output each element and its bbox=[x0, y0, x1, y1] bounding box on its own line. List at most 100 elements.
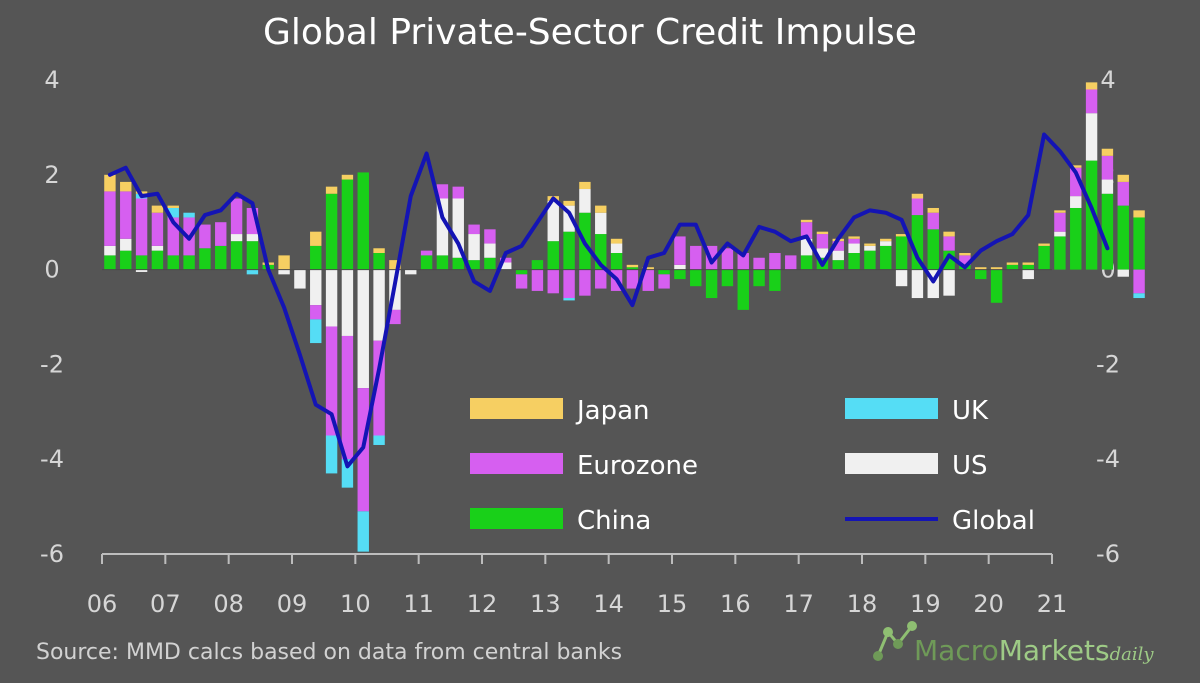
x-tick-label: 21 bbox=[1037, 590, 1068, 618]
bar-uk bbox=[183, 212, 195, 218]
bar-eurozone bbox=[943, 236, 955, 251]
bar-china bbox=[658, 269, 670, 275]
bar-china bbox=[1022, 264, 1034, 270]
y-tick-label-left: 2 bbox=[44, 161, 59, 189]
bar-japan bbox=[895, 234, 908, 237]
legend-label-eurozone: Eurozone bbox=[577, 451, 698, 481]
x-tick-label: 16 bbox=[720, 590, 751, 618]
bar-uk bbox=[341, 459, 354, 488]
bar-china bbox=[1133, 217, 1145, 270]
bar-china bbox=[230, 241, 243, 270]
bar-japan bbox=[325, 186, 338, 194]
bar-japan bbox=[1006, 262, 1019, 265]
bar-china bbox=[104, 255, 116, 270]
bar-us bbox=[373, 269, 385, 341]
bar-china bbox=[373, 253, 385, 270]
bar-uk bbox=[325, 435, 338, 474]
bar-japan bbox=[104, 174, 116, 192]
y-tick-label-right: -2 bbox=[1096, 350, 1120, 378]
bar-us bbox=[341, 269, 354, 336]
bar-eurozone bbox=[579, 269, 591, 296]
bar-japan bbox=[310, 231, 322, 246]
bar-china bbox=[515, 269, 528, 275]
bar-us bbox=[1085, 113, 1098, 161]
bar-china bbox=[737, 269, 749, 310]
bar-china bbox=[436, 255, 449, 270]
bar-us bbox=[563, 205, 575, 232]
bar-china bbox=[1038, 245, 1050, 270]
bar-eurozone bbox=[674, 236, 686, 265]
bar-china bbox=[563, 231, 575, 270]
logo-wordmark: MacroMarketsdaily bbox=[914, 634, 1154, 667]
bar-us bbox=[500, 262, 512, 270]
bar-eurozone bbox=[468, 224, 480, 235]
bar-china bbox=[120, 250, 132, 270]
bar-eurozone bbox=[816, 234, 829, 249]
bar-eurozone bbox=[341, 335, 354, 460]
bar-china bbox=[420, 255, 433, 270]
bar-eurozone bbox=[800, 222, 813, 239]
bar-china bbox=[1085, 160, 1098, 270]
bar-uk bbox=[563, 298, 575, 301]
bar-us bbox=[864, 245, 876, 251]
bar-japan bbox=[278, 255, 290, 270]
bar-eurozone bbox=[1054, 212, 1066, 232]
bar-us bbox=[832, 250, 844, 261]
bar-us bbox=[610, 243, 623, 254]
bar-china bbox=[927, 229, 939, 270]
y-axis-left: 4 2 0 -2 -4 -6 bbox=[40, 66, 64, 568]
bar-japan bbox=[373, 248, 385, 254]
bar-china bbox=[199, 248, 211, 270]
bar-japan bbox=[151, 205, 164, 213]
bar-china bbox=[246, 241, 259, 270]
bar-us bbox=[1070, 196, 1082, 208]
bar-eurozone bbox=[642, 269, 654, 291]
bar-eurozone bbox=[737, 253, 749, 270]
bar-japan bbox=[1054, 210, 1066, 213]
bar-eurozone bbox=[547, 269, 559, 294]
bar-eurozone bbox=[310, 305, 322, 320]
bar-us bbox=[468, 234, 480, 261]
bar-eurozone bbox=[1133, 269, 1145, 294]
bar-china bbox=[864, 250, 876, 270]
bar-japan bbox=[1085, 82, 1098, 90]
bar-eurozone bbox=[500, 257, 512, 263]
legend-label-japan: Japan bbox=[575, 396, 650, 426]
bar-uk bbox=[310, 319, 322, 344]
bar-us bbox=[405, 269, 417, 275]
bar-eurozone bbox=[690, 245, 702, 270]
bar-eurozone bbox=[484, 229, 496, 244]
bar-us bbox=[943, 269, 955, 296]
legend-label-china: China bbox=[577, 506, 651, 536]
x-tick-label: 13 bbox=[530, 590, 561, 618]
legend-label-global: Global bbox=[952, 506, 1035, 536]
bar-japan bbox=[642, 267, 654, 270]
bar-us bbox=[120, 238, 132, 251]
bar-japan bbox=[911, 193, 924, 199]
bar-eurozone bbox=[389, 309, 401, 325]
x-tick-label: 19 bbox=[910, 590, 941, 618]
bar-japan bbox=[990, 267, 1003, 270]
bar-japan bbox=[816, 231, 829, 235]
bar-eurozone bbox=[595, 269, 607, 289]
bar-japan bbox=[563, 200, 575, 206]
bar-china bbox=[484, 257, 496, 270]
bar-china bbox=[452, 257, 464, 270]
legend-label-uk: UK bbox=[952, 396, 989, 426]
bar-japan bbox=[595, 205, 607, 213]
bar-japan bbox=[880, 238, 892, 242]
bar-china bbox=[595, 234, 607, 270]
bar-china bbox=[690, 269, 702, 287]
bar-japan bbox=[120, 181, 132, 192]
bar-eurozone bbox=[1085, 89, 1098, 114]
bar-china bbox=[626, 267, 639, 270]
bar-eurozone bbox=[563, 269, 575, 299]
bar-us bbox=[325, 269, 338, 327]
bar-china bbox=[911, 215, 924, 270]
global-line-group bbox=[107, 132, 1110, 469]
bar-china bbox=[800, 255, 813, 270]
bar-us bbox=[357, 269, 369, 389]
bar-china bbox=[753, 269, 765, 287]
bar-china bbox=[215, 245, 227, 270]
